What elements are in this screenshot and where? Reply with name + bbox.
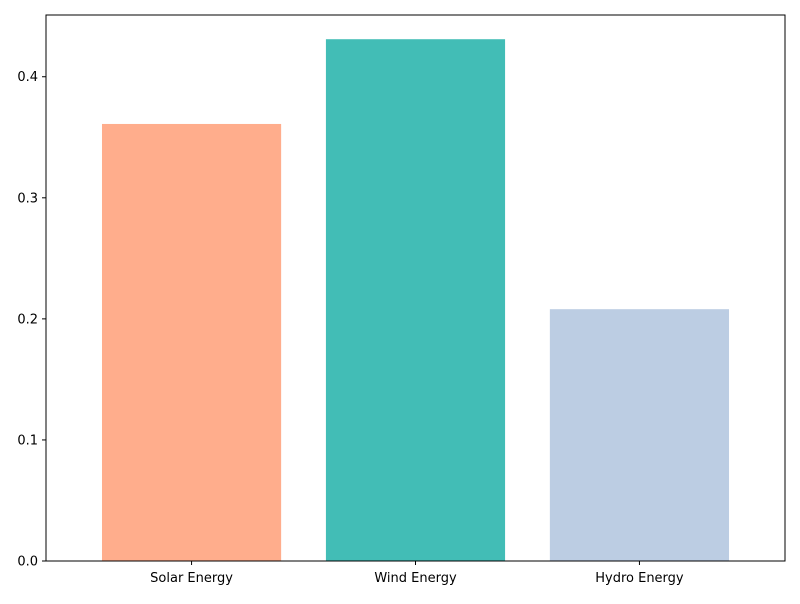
y-tick-label: 0.4 — [17, 70, 38, 85]
y-tick-label: 0.0 — [17, 555, 38, 570]
y-tick-label: 0.3 — [17, 191, 38, 206]
x-axis: Solar Energy Wind Energy Hydro Energy — [150, 561, 684, 586]
bar-wind-energy — [325, 39, 506, 561]
y-tick-label: 0.2 — [17, 312, 38, 327]
y-tick-label: 0.1 — [17, 433, 38, 448]
x-tick-label: Solar Energy — [150, 571, 233, 586]
y-axis: 0.0 0.1 0.2 0.3 0.4 — [17, 70, 46, 570]
x-tick-label: Hydro Energy — [595, 571, 684, 586]
x-tick-label: Wind Energy — [374, 571, 457, 586]
bar-hydro-energy — [549, 309, 730, 561]
bar-solar-energy — [101, 123, 282, 562]
bars-layer — [101, 39, 730, 562]
